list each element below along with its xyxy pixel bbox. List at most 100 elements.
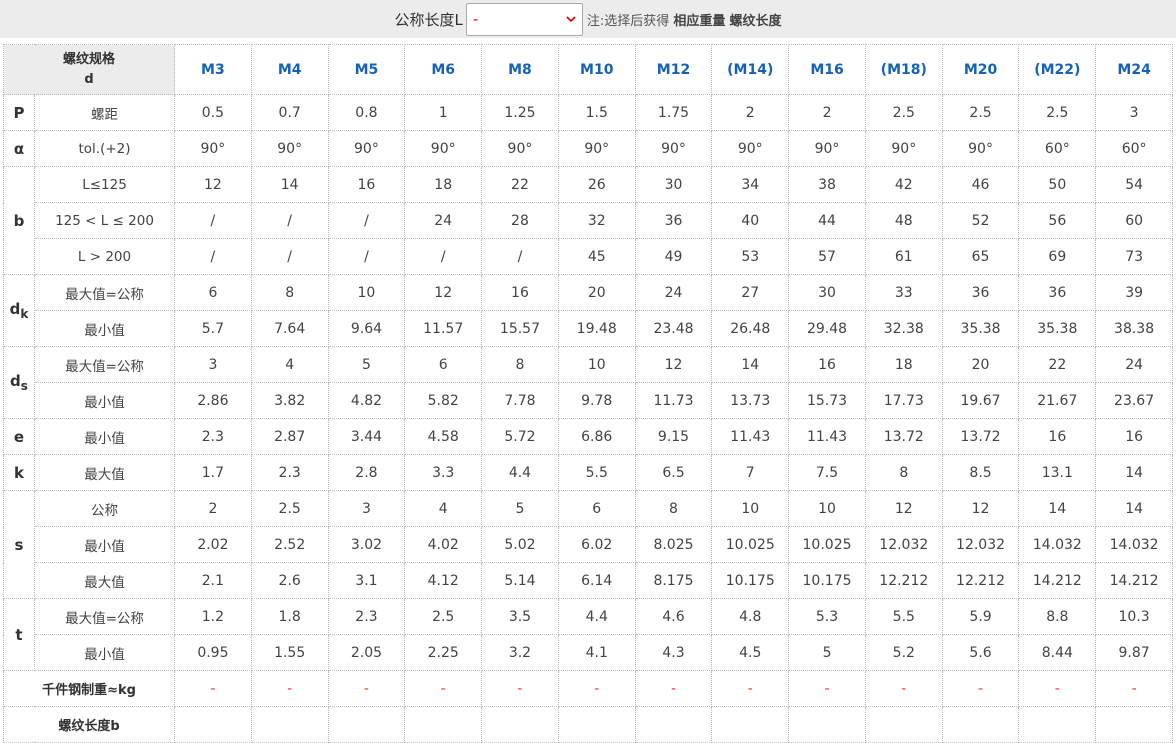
value-cell: 1.55 bbox=[250, 634, 329, 671]
value-cell: 28 bbox=[481, 202, 559, 239]
value-cell: 20 bbox=[941, 346, 1020, 383]
note-weight: 相应重量 bbox=[673, 13, 726, 29]
value-cell: 16 bbox=[1095, 418, 1173, 455]
value-cell: 6.14 bbox=[557, 562, 636, 599]
column-header: M24 bbox=[1095, 44, 1173, 95]
value-cell: 5 bbox=[327, 346, 406, 383]
value-cell: / bbox=[250, 202, 329, 239]
value-cell: 48 bbox=[864, 202, 943, 239]
row-label: L > 200 bbox=[33, 238, 176, 275]
value-cell: 6.86 bbox=[557, 418, 636, 455]
value-cell: 10 bbox=[327, 274, 406, 311]
value-cell: 4.4 bbox=[557, 598, 636, 635]
value-cell: 1.2 bbox=[174, 598, 252, 635]
value-cell: 4.6 bbox=[634, 598, 713, 635]
value-cell: 4.3 bbox=[634, 634, 713, 671]
value-cell: 90° bbox=[711, 130, 790, 167]
value-cell: 3.02 bbox=[327, 526, 406, 563]
value-cell: 5.82 bbox=[404, 382, 483, 419]
row-label: 最大值=公称 bbox=[33, 346, 176, 383]
value-cell: 27 bbox=[711, 274, 790, 311]
value-cell: 11.43 bbox=[711, 418, 790, 455]
value-cell: 21.67 bbox=[1018, 382, 1097, 419]
value-cell: 2.5 bbox=[864, 94, 943, 131]
value-cell: 7 bbox=[711, 454, 790, 491]
length-select[interactable]: - bbox=[465, 2, 583, 36]
value-cell: 5.2 bbox=[864, 634, 943, 671]
data-row: 125 < L ≤ 200///24 28 32 36 40 44 48 52 56 60 bbox=[4, 202, 1173, 239]
symbol-sub: s bbox=[20, 379, 28, 393]
value-cell: 57 bbox=[788, 238, 866, 275]
value-cell: / bbox=[404, 238, 483, 275]
value-cell: 5.6 bbox=[941, 634, 1020, 671]
weight-cell: - bbox=[1095, 670, 1173, 707]
value-cell: 36 bbox=[634, 202, 713, 239]
value-cell: 6.02 bbox=[557, 526, 636, 563]
value-cell: 16 bbox=[481, 274, 559, 311]
value-cell: 8 bbox=[634, 490, 713, 527]
value-cell: 36 bbox=[1018, 274, 1097, 311]
value-cell: 30 bbox=[634, 166, 713, 203]
value-cell: 13.72 bbox=[864, 418, 943, 455]
column-header: M5 bbox=[327, 44, 406, 95]
value-cell: 52 bbox=[941, 202, 1020, 239]
value-cell: 50 bbox=[1018, 166, 1097, 203]
value-cell: 15.73 bbox=[788, 382, 866, 419]
value-cell: 38.38 bbox=[1095, 310, 1173, 347]
weight-cell: - bbox=[250, 670, 329, 707]
value-cell: 3.5 bbox=[481, 598, 559, 635]
value-cell: 60 bbox=[1095, 202, 1173, 239]
value-cell: 3.1 bbox=[327, 562, 406, 599]
data-row: ds 最大值=公称 3 4 5 6 8 10 12 14 16 18 20 22 24 bbox=[3, 346, 1173, 419]
column-header: (M14) bbox=[711, 44, 790, 95]
value-cell: 10.3 bbox=[1095, 598, 1173, 635]
value-cell: 8 bbox=[250, 274, 329, 311]
data-row: L > 200// / //45 49 53 57 61 65 69 73 bbox=[4, 238, 1173, 275]
weight-cell: - bbox=[481, 670, 559, 707]
data-row: 最小值 2.86 3.82 4.82 5.82 7.78 9.78 11.73 13.73 15.… bbox=[4, 382, 1173, 419]
value-cell: 90° bbox=[788, 130, 866, 167]
value-cell: 11.73 bbox=[634, 382, 713, 419]
value-cell: 60° bbox=[1018, 130, 1097, 167]
value-cell: 20 bbox=[557, 274, 636, 311]
value-cell: 8.44 bbox=[1018, 634, 1097, 671]
value-cell: 14.032 bbox=[1095, 526, 1173, 563]
note-text: 注:选择后获得 bbox=[586, 13, 670, 29]
value-cell: 2.05 bbox=[327, 634, 406, 671]
weight-cell: - bbox=[941, 670, 1020, 707]
column-header: M20 bbox=[941, 44, 1020, 95]
value-cell: 24 bbox=[1095, 346, 1173, 383]
weight-cell: - bbox=[634, 670, 713, 707]
value-cell: 4.4 bbox=[481, 454, 559, 491]
symbol-cell: e bbox=[3, 418, 35, 455]
value-cell: 12.032 bbox=[941, 526, 1020, 563]
value-cell: 6 bbox=[174, 274, 252, 311]
value-cell: 13.72 bbox=[941, 418, 1020, 455]
value-cell: 13.1 bbox=[1018, 454, 1097, 491]
symbol-cell: k bbox=[3, 454, 35, 491]
value-cell: 14 bbox=[711, 346, 790, 383]
value-cell: / bbox=[327, 202, 406, 239]
value-cell: 7.64 bbox=[250, 310, 329, 347]
value-cell: 2.3 bbox=[250, 454, 329, 491]
value-cell: 4.82 bbox=[327, 382, 406, 419]
corner-symbol: d bbox=[84, 71, 94, 87]
value-cell: 19.48 bbox=[557, 310, 636, 347]
value-cell: 3 bbox=[327, 490, 406, 527]
value-cell: 4.8 bbox=[711, 598, 790, 635]
value-cell: 26 bbox=[557, 166, 636, 203]
value-cell: 5.14 bbox=[481, 562, 559, 599]
value-cell: 22 bbox=[481, 166, 559, 203]
select-caret bbox=[566, 16, 576, 23]
weight-cell: - bbox=[711, 670, 790, 707]
row-label: 最小值 bbox=[33, 526, 176, 563]
value-cell: 39 bbox=[1095, 274, 1173, 311]
spec-table: 螺纹规格 d M3 M4 M5 M6 M8 M10 M12 (M14) M16 (M18) M20 (M2… bbox=[2, 44, 1173, 743]
value-cell: 10.175 bbox=[788, 562, 866, 599]
value-cell: / bbox=[250, 238, 329, 275]
value-cell: 3.2 bbox=[481, 634, 559, 671]
value-cell: 5.3 bbox=[788, 598, 866, 635]
value-cell: 2.6 bbox=[250, 562, 329, 599]
value-cell: 44 bbox=[788, 202, 866, 239]
value-cell: 1.8 bbox=[250, 598, 329, 635]
